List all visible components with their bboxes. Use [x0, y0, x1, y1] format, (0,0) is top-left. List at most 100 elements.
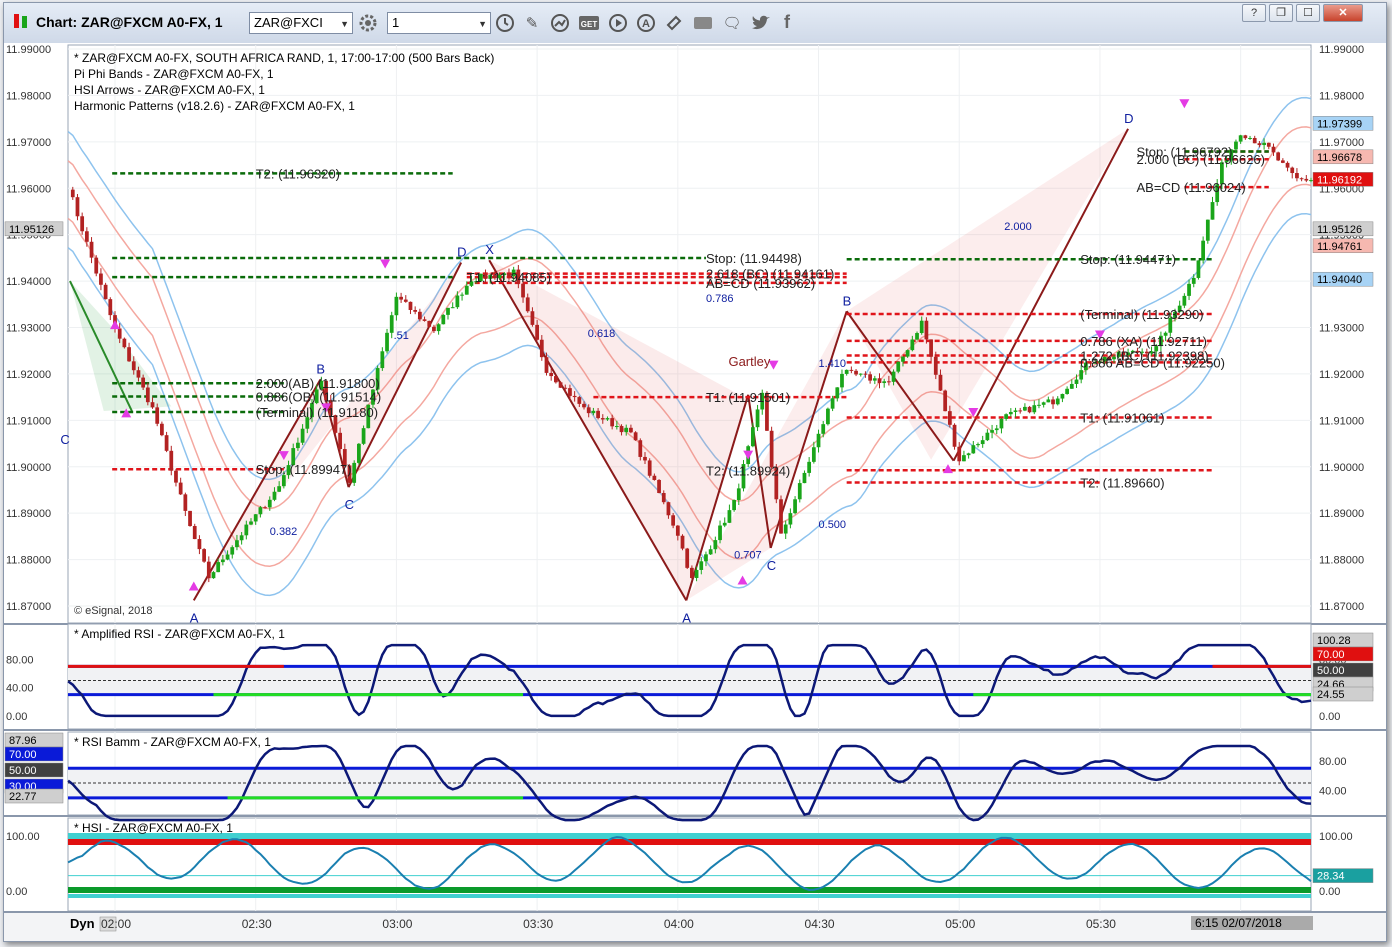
candle-body — [286, 465, 291, 476]
comment-icon[interactable]: 🗨 — [722, 14, 742, 32]
symbol-combo[interactable]: ZAR@FXCI ▼ — [249, 12, 353, 34]
candle-body — [680, 535, 685, 549]
twitter-icon[interactable] — [750, 13, 772, 33]
candle-body — [389, 315, 394, 333]
pattern-fill-green — [69, 281, 172, 412]
close-button[interactable]: ✕ — [1323, 4, 1363, 22]
candle-body — [150, 402, 155, 408]
right-tick-label: 11.88000 — [1319, 555, 1364, 567]
candle-body — [1191, 277, 1196, 284]
facebook-icon[interactable]: f — [784, 12, 790, 32]
candle-body — [544, 357, 549, 373]
candle-body — [1051, 399, 1055, 405]
level-label: 1.272 (BC) (11.92398) — [1080, 348, 1208, 363]
restore-button[interactable]: ❐ — [1269, 4, 1293, 22]
indicator-line — [67, 744, 1312, 822]
line-icon[interactable] — [550, 13, 570, 33]
clock-icon[interactable] — [495, 13, 515, 33]
panel-frame-0 — [67, 44, 1312, 624]
chart-area[interactable]: T2: (11.96320) Stop: (11.94498) T1: (11.94… — [4, 43, 1386, 941]
bamm-badge: 87.96 — [9, 735, 37, 747]
candle-body — [1018, 410, 1023, 412]
candle-body — [582, 403, 586, 408]
price-badge: 11.95126 — [1317, 224, 1362, 236]
candle-body — [657, 479, 661, 494]
candle-body — [924, 320, 929, 340]
candle-body — [769, 430, 774, 468]
upper-blue-band — [67, 96, 1312, 481]
candle-body — [516, 269, 521, 284]
candle-body — [821, 424, 826, 434]
right-tick-label: 40.00 — [1319, 785, 1347, 797]
price-badge-bg — [1312, 149, 1374, 165]
ratio-label: .51 — [394, 330, 409, 342]
candle-body — [239, 535, 244, 541]
candle-body — [211, 572, 216, 579]
right-tick-label: 11.99000 — [1319, 44, 1364, 56]
candle-body — [694, 569, 699, 579]
candle-body — [108, 299, 113, 316]
sell-arrow — [968, 407, 979, 417]
maximize-button[interactable]: ☐ — [1296, 4, 1320, 22]
candle-body — [553, 376, 558, 383]
candle-body — [1102, 356, 1107, 362]
ratio-label: 0.500 — [819, 519, 847, 531]
candle-body — [1201, 240, 1206, 261]
x-tick-label: 02:00 — [101, 917, 131, 931]
candle-body — [844, 369, 849, 374]
pencil-icon[interactable]: ✎ — [522, 13, 542, 33]
indicator-title: * Amplified RSI - ZAR@FXCM A0-FX, 1 — [74, 627, 285, 641]
candle-body — [497, 275, 502, 279]
pattern-fill-gartley — [489, 260, 749, 601]
candle-body — [1290, 167, 1295, 174]
candle-body — [863, 373, 868, 375]
left-tick-label: 11.92000 — [6, 369, 51, 381]
svg-text:A: A — [642, 18, 650, 30]
candle-body — [896, 361, 901, 372]
candle-body — [999, 418, 1004, 429]
candle-body — [507, 273, 511, 277]
candle-body — [1257, 143, 1262, 146]
candle-body — [1234, 141, 1238, 150]
candle-body — [216, 562, 221, 573]
candle-body — [263, 507, 267, 509]
link-icon[interactable] — [664, 13, 684, 33]
alert-icon[interactable]: A — [636, 13, 656, 33]
candle-body — [488, 275, 493, 279]
candle-body — [722, 522, 727, 526]
candle-body — [793, 499, 797, 514]
chart-labels: T2: (11.96320) Stop: (11.94498) T1: (11.94… — [60, 51, 1265, 625]
play-icon[interactable] — [608, 13, 628, 33]
candle-body — [1285, 162, 1290, 168]
candle-body — [84, 231, 89, 242]
help-button[interactable]: ? — [1242, 4, 1266, 22]
rsi-badge-bg — [1312, 646, 1374, 662]
left-tick-label: 11.96000 — [6, 183, 51, 195]
candle-body — [1130, 350, 1135, 353]
candle-body — [858, 373, 863, 375]
candle-body — [718, 525, 722, 541]
candle-body — [572, 395, 577, 398]
candle-body — [1205, 219, 1210, 241]
interval-combo[interactable]: 1 ▼ — [387, 12, 491, 34]
tts-icon[interactable] — [692, 14, 714, 32]
left-tick-label: 11.89000 — [6, 508, 51, 520]
candle-body — [75, 197, 80, 217]
candle-body — [80, 216, 85, 232]
candle-body — [1135, 350, 1140, 353]
candle-body — [1060, 393, 1065, 399]
candle-body — [1262, 142, 1266, 146]
candle-body — [1065, 388, 1069, 394]
left-tick-label: 11.90000 — [6, 462, 51, 474]
window-title: Chart: ZAR@FXCM A0-FX, 1 — [36, 14, 223, 30]
level-label: (Terminal) (11.93290) — [1080, 307, 1203, 322]
candle-body — [629, 427, 633, 433]
candle-body — [1210, 202, 1215, 220]
left-tick-label: 80.00 — [6, 654, 34, 666]
get-icon[interactable]: GET — [578, 14, 600, 32]
candle-body — [690, 567, 694, 579]
price-badge: 11.96192 — [1317, 174, 1362, 186]
settings-icon[interactable] — [358, 13, 378, 33]
candle-body — [872, 378, 877, 381]
pattern-point-label: A — [682, 610, 691, 625]
